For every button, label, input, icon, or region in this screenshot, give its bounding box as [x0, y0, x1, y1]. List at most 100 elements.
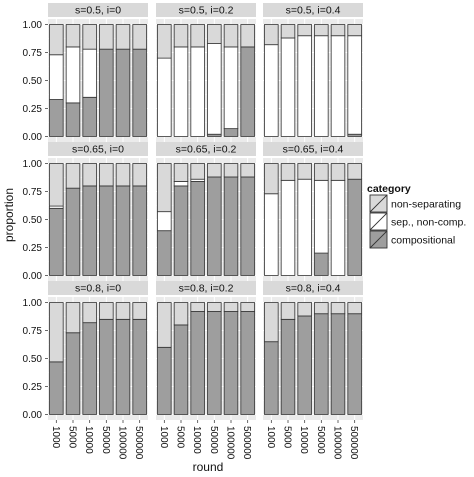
- y-tick-label: 0.50: [23, 76, 43, 87]
- x-tick-label: 10000: [83, 426, 94, 454]
- facet-strip-label: s=0.5, i=0.4: [286, 5, 341, 17]
- x-tick-label: 500000: [348, 426, 359, 460]
- bar-segment-compositional: [207, 176, 222, 276]
- bar-segment-non-separating: [157, 302, 172, 348]
- bar-segment-compositional: [347, 178, 362, 276]
- bar-segment-non-separating: [264, 163, 279, 195]
- bar-segment-compositional: [173, 185, 189, 276]
- bar-segment-compositional: [115, 185, 131, 276]
- bar-segment-compositional: [49, 361, 64, 415]
- x-tick-label: 100000: [225, 426, 236, 460]
- bar-segment-compositional: [115, 48, 131, 137]
- bar-segment-sep-noncomp: [264, 193, 279, 276]
- bar-segment-non-separating: [207, 24, 222, 44]
- bar-segment-non-separating: [297, 24, 312, 37]
- legend-key-slash: [369, 212, 388, 231]
- legend-title: category: [367, 183, 411, 195]
- legend: category non-separating sep., non-comp. co…: [367, 183, 466, 249]
- y-tick-label: 0.25: [23, 382, 43, 393]
- facet-panel: s=0.65, i=0.2: [156, 142, 256, 281]
- legend-key-slash: [369, 194, 388, 213]
- legend-key-slash: [369, 230, 388, 249]
- facet-strip-label: s=0.65, i=0.2: [176, 144, 237, 156]
- bar-segment-non-separating: [314, 302, 329, 315]
- y-axis-title: proportion: [2, 188, 16, 242]
- bar-segment-non-separating: [49, 24, 64, 56]
- bar-segment-sep-noncomp: [223, 46, 239, 130]
- bar-segment-compositional: [347, 313, 362, 415]
- bar-segment-compositional: [157, 346, 172, 415]
- bar-segment-compositional: [297, 315, 312, 415]
- bar-segment-non-separating: [132, 163, 147, 187]
- y-tick-label: 0.75: [23, 48, 43, 59]
- bar-segment-non-separating: [330, 24, 346, 37]
- bar-segment-non-separating: [347, 24, 362, 37]
- bar-segment-non-separating: [190, 302, 205, 312]
- bar-segment-compositional: [157, 230, 172, 276]
- x-tick-label: 50000: [100, 426, 111, 454]
- x-tick-label: 100000: [332, 426, 343, 460]
- facet-panel: s=0.8, i=0: [48, 281, 148, 420]
- bar-segment-non-separating: [330, 163, 346, 181]
- x-tick-label: 10000: [298, 426, 309, 454]
- bar-segment-non-separating: [65, 302, 81, 334]
- bar-segment-non-separating: [264, 24, 279, 46]
- bar-segment-non-separating: [132, 24, 147, 50]
- facet-strip: [263, 142, 363, 156]
- bar-segment-non-separating: [223, 24, 239, 48]
- bar-segment-non-separating: [115, 163, 131, 187]
- facet-panel: s=0.5, i=0.4: [263, 3, 363, 142]
- facet-strip: [48, 142, 148, 156]
- bar-segment-compositional: [223, 176, 239, 276]
- bar-segment-compositional: [240, 311, 255, 415]
- facet-strip: [48, 3, 148, 17]
- bar-segment-sep-noncomp: [314, 35, 329, 137]
- x-tick-label: 50000: [208, 426, 219, 454]
- bar-segment-sep-noncomp: [280, 179, 296, 276]
- x-tick-label: 100000: [117, 426, 128, 460]
- bar-segment-non-separating: [190, 24, 205, 48]
- bar-segment-non-separating: [297, 302, 312, 317]
- bar-segment-non-separating: [173, 302, 189, 326]
- y-tick-label: 0.00: [23, 271, 43, 282]
- bar-segment-non-separating: [330, 302, 346, 315]
- facet-strip: [156, 281, 256, 295]
- legend-label: sep., non-comp.: [391, 217, 466, 229]
- bar-segment-compositional: [132, 318, 147, 415]
- bar-segment-non-separating: [223, 302, 239, 312]
- facet-strip-label: s=0.5, i=0: [75, 5, 121, 17]
- x-tick-label: 5000: [67, 426, 78, 449]
- bar-segment-non-separating: [264, 302, 279, 343]
- bar-segment-compositional: [190, 311, 205, 415]
- bar-segment-sep-noncomp: [330, 179, 346, 276]
- bar-segment-non-separating: [347, 302, 362, 315]
- bar-segment-sep-noncomp: [330, 35, 346, 137]
- facet-panel: s=0.8, i=0.4: [263, 281, 363, 420]
- bar-segment-non-separating: [280, 24, 296, 39]
- bar-segment-sep-noncomp: [314, 179, 329, 254]
- bar-segment-non-separating: [157, 24, 172, 59]
- facet-strip-label: s=0.5, i=0.2: [179, 5, 234, 17]
- y-tick-label: 0.75: [23, 326, 43, 337]
- bar-segment-compositional: [314, 252, 329, 276]
- bar-segment-sep-noncomp: [157, 57, 172, 137]
- bar-segment-non-separating: [223, 163, 239, 178]
- facet-strip: [156, 142, 256, 156]
- bar-segment-compositional: [280, 318, 296, 415]
- x-tick-label: 500000: [133, 426, 144, 460]
- bar-segment-compositional: [82, 96, 97, 137]
- facet-panel: s=0.5, i=0: [48, 3, 148, 142]
- y-tick-label: 0.50: [23, 354, 43, 365]
- facet-strip-label: s=0.8, i=0: [75, 283, 121, 295]
- bar-segment-non-separating: [49, 302, 64, 363]
- x-tick-label: 500000: [241, 426, 252, 460]
- facet-strip: [156, 3, 256, 17]
- bar-segment-compositional: [65, 102, 81, 137]
- facet-panel: s=0.8, i=0.2: [156, 281, 256, 420]
- bar-segment-compositional: [99, 48, 114, 137]
- bar-segment-compositional: [99, 185, 114, 276]
- bar-segment-sep-noncomp: [297, 178, 312, 276]
- bar-segment-non-separating: [82, 24, 97, 50]
- y-tick-label: 0.25: [23, 104, 43, 115]
- bar-segment-non-separating: [347, 163, 362, 180]
